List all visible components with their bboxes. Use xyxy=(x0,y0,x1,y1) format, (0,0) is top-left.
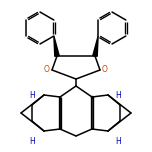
Polygon shape xyxy=(54,36,59,56)
Text: H: H xyxy=(29,136,35,145)
Text: H: H xyxy=(115,136,121,145)
Polygon shape xyxy=(93,36,98,56)
Text: O: O xyxy=(102,66,108,74)
Text: H: H xyxy=(29,90,35,100)
Text: H: H xyxy=(115,90,121,100)
Text: O: O xyxy=(44,66,50,74)
